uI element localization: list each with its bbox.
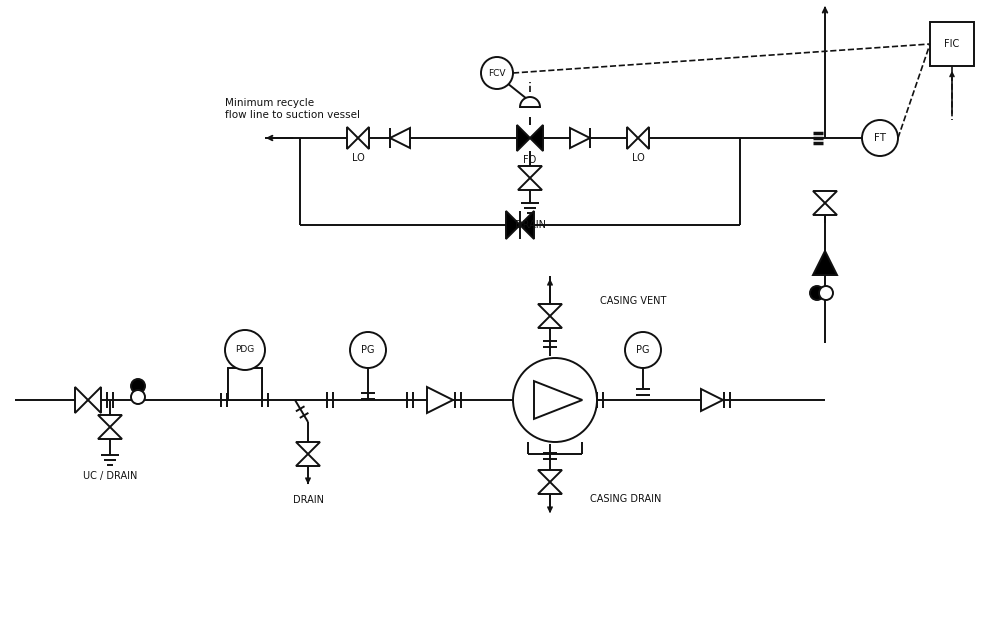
Polygon shape [538,482,562,494]
Polygon shape [517,125,530,151]
Polygon shape [518,178,542,190]
Polygon shape [812,203,836,215]
Text: Minimum recycle
flow line to suction vessel: Minimum recycle flow line to suction ves… [225,98,360,120]
Circle shape [818,286,832,300]
Text: FO: FO [523,155,536,165]
Polygon shape [812,251,836,275]
Circle shape [513,358,596,442]
Polygon shape [701,389,723,411]
Polygon shape [426,387,452,413]
Polygon shape [97,415,122,427]
Polygon shape [538,304,562,316]
Polygon shape [538,316,562,328]
Text: FIC: FIC [943,39,958,49]
Polygon shape [295,454,320,466]
Polygon shape [97,427,122,439]
Text: LO: LO [631,153,644,163]
Polygon shape [534,381,581,419]
Text: FT: FT [873,133,885,143]
Circle shape [624,332,660,368]
Polygon shape [295,442,320,454]
Polygon shape [87,387,101,413]
Text: UC / DRAIN: UC / DRAIN [83,471,137,481]
Polygon shape [518,166,542,178]
Polygon shape [570,128,589,148]
Polygon shape [637,127,648,149]
Text: LO: LO [351,153,364,163]
Text: DRAIN: DRAIN [514,220,545,230]
Circle shape [480,57,513,89]
Polygon shape [626,127,637,149]
Polygon shape [75,387,87,413]
Polygon shape [358,127,369,149]
Text: PG: PG [361,345,375,355]
Polygon shape [538,470,562,482]
Wedge shape [520,97,540,107]
Polygon shape [506,211,520,239]
Text: FCV: FCV [488,69,505,77]
Circle shape [933,26,969,62]
Circle shape [131,379,145,393]
Text: PDG: PDG [236,345,254,355]
Polygon shape [530,125,543,151]
Polygon shape [812,191,836,203]
Text: DRAIN: DRAIN [292,495,323,505]
Circle shape [131,390,145,404]
Bar [228,368,261,400]
Circle shape [809,286,823,300]
Bar [929,22,973,66]
Text: CASING DRAIN: CASING DRAIN [589,494,661,504]
Circle shape [861,120,898,156]
Text: CASING VENT: CASING VENT [599,296,666,306]
Polygon shape [520,211,534,239]
Text: PG: PG [635,345,649,355]
Polygon shape [390,128,410,148]
Polygon shape [347,127,358,149]
Circle shape [350,332,386,368]
Circle shape [225,330,264,370]
